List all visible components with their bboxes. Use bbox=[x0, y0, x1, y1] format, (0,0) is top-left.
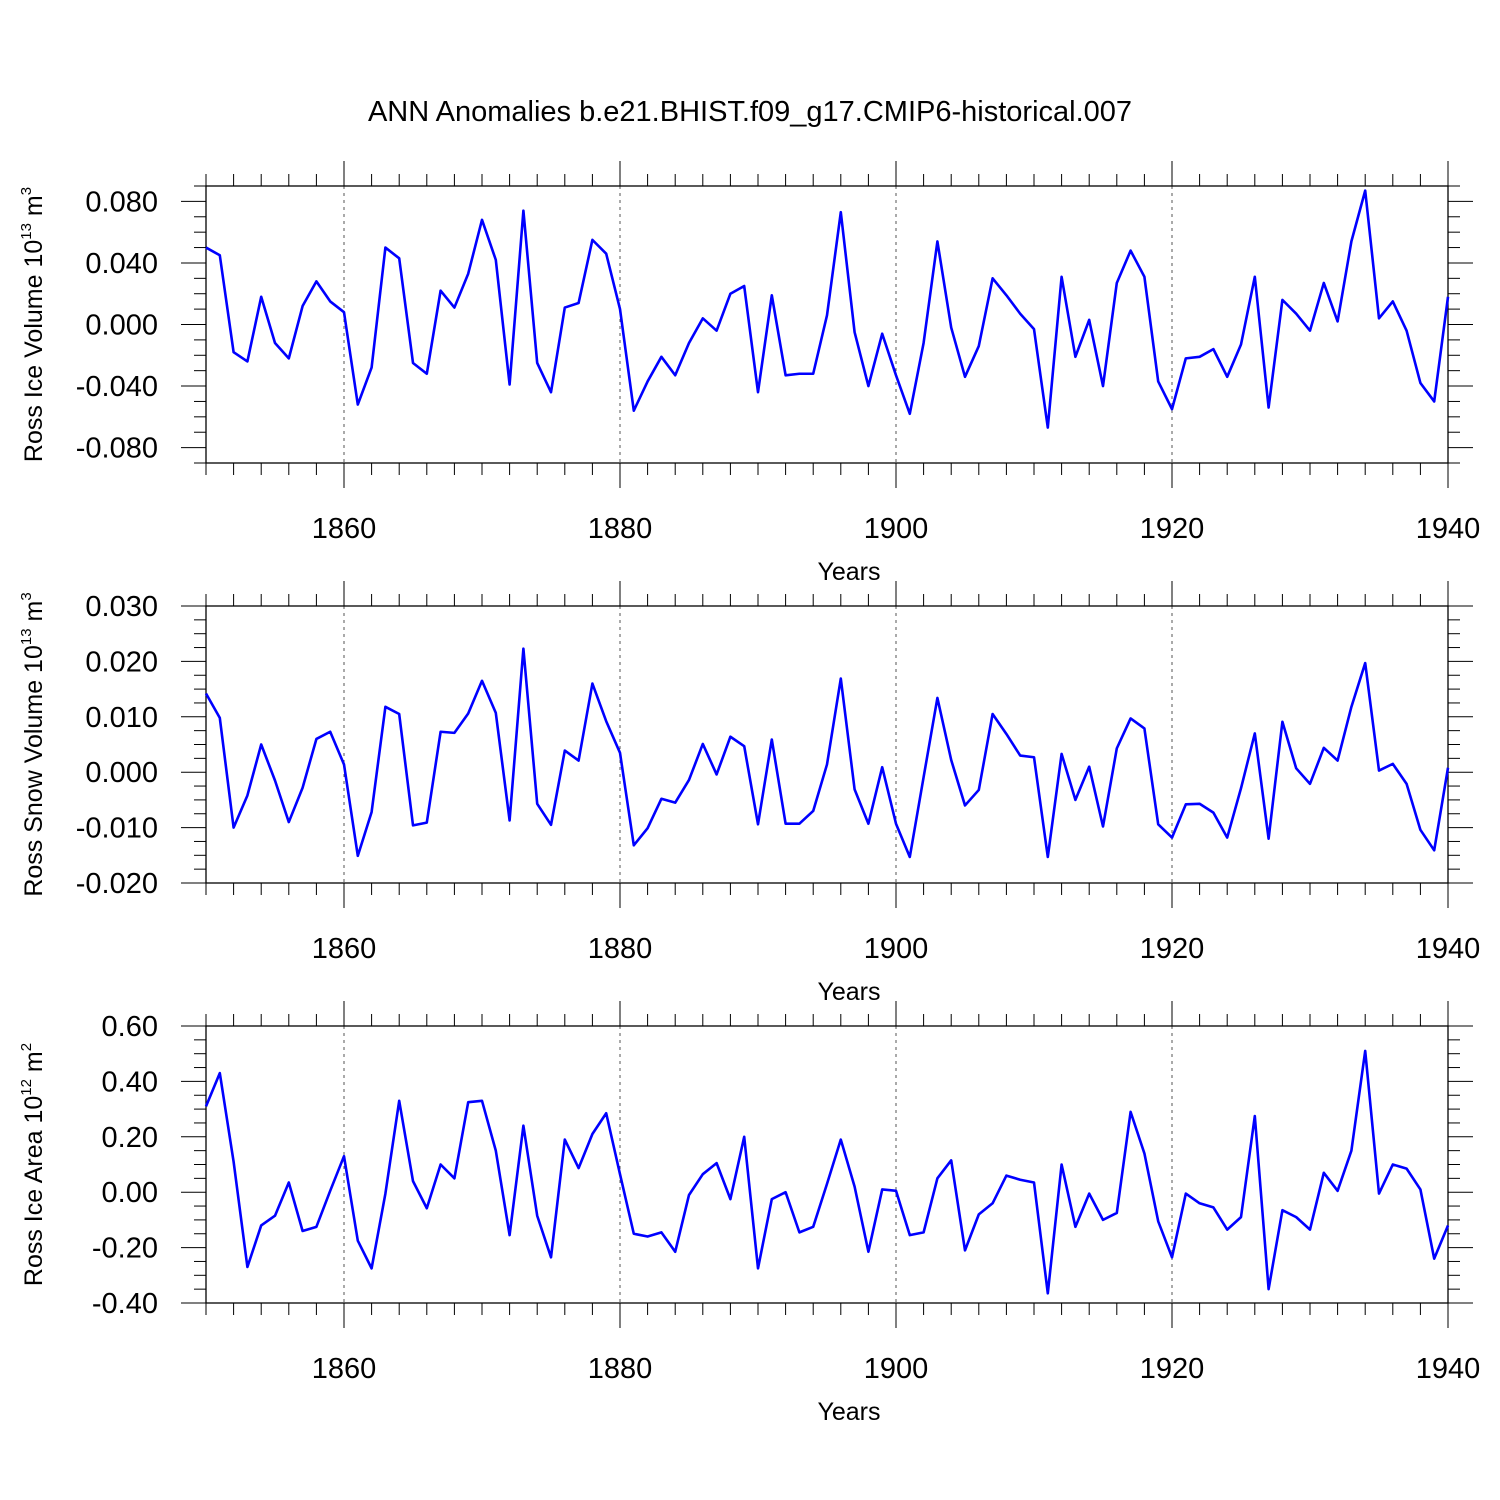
plot-frame bbox=[205, 605, 1449, 884]
y-axis-label: Ross Ice Area 1012 m2 bbox=[18, 1043, 48, 1286]
y-axis-label-unit-exponent: 3 bbox=[18, 592, 35, 600]
y-axis-label-unit-exponent: 2 bbox=[18, 1043, 35, 1051]
plot-frame bbox=[205, 185, 1449, 464]
plot-frame bbox=[205, 1025, 1449, 1304]
x-tick-label: 1940 bbox=[1416, 933, 1481, 965]
y-axis-label: Ross Snow Volume 1013 m3 bbox=[18, 592, 48, 896]
y-axis-label-unit: m bbox=[20, 1051, 48, 1079]
y-axis-label-unit: m bbox=[20, 601, 48, 629]
y-tick-label: 0.40 bbox=[102, 1066, 158, 1098]
x-tick-label: 1940 bbox=[1416, 1353, 1481, 1385]
x-tick-label: 1880 bbox=[588, 933, 653, 965]
y-axis-label: Ross Ice Volume 1013 m3 bbox=[18, 187, 48, 462]
x-tick-label: 1900 bbox=[864, 933, 929, 965]
y-tick-label: -0.40 bbox=[92, 1288, 158, 1320]
y-axis-label-unit-exponent: 3 bbox=[18, 187, 35, 195]
x-tick-label: 1860 bbox=[312, 933, 377, 965]
y-axis-label-exponent: 13 bbox=[18, 628, 35, 645]
series-line bbox=[204, 647, 1450, 859]
panel-ross-ice-volume: 1860 1880 1900 1920 1940 -0.080 -0.040 0.000 0.0… bbox=[18, 161, 1480, 586]
y-tick-label: 0.080 bbox=[85, 186, 158, 218]
x-tick-label: 1860 bbox=[312, 1353, 377, 1385]
x-tick-label: 1940 bbox=[1416, 513, 1481, 545]
x-tick-label: 1920 bbox=[1140, 513, 1205, 545]
y-tick-label: -0.20 bbox=[92, 1233, 158, 1265]
y-axis-label-text: Ross Ice Volume 10 bbox=[20, 240, 48, 462]
x-axis-label: Years bbox=[817, 1398, 880, 1426]
y-tick-label: 0.60 bbox=[102, 1011, 158, 1043]
y-tick-label: -0.040 bbox=[76, 371, 158, 403]
x-tick-label: 1920 bbox=[1140, 933, 1205, 965]
y-axis-label-exponent: 12 bbox=[18, 1079, 35, 1096]
y-tick-label: 0.000 bbox=[85, 757, 158, 789]
y-axis-label-text: Ross Ice Area 10 bbox=[20, 1096, 48, 1286]
x-tick-label: 1860 bbox=[312, 513, 377, 545]
x-axis-label: Years bbox=[817, 978, 880, 1006]
y-tick-label: 0.20 bbox=[102, 1122, 158, 1154]
x-axis-label: Years bbox=[817, 558, 880, 586]
y-tick-label: -0.020 bbox=[76, 868, 158, 900]
y-axis-label-text: Ross Snow Volume 10 bbox=[20, 645, 48, 897]
y-tick-label: 0.030 bbox=[85, 591, 158, 623]
x-tick-label: 1880 bbox=[588, 513, 653, 545]
series-line bbox=[204, 1049, 1450, 1295]
y-tick-label: -0.080 bbox=[76, 433, 158, 465]
panel-ross-ice-area: 1860 1880 1900 1920 1940 -0.40 -0.20 0.00 0.20 0.… bbox=[18, 1001, 1480, 1426]
x-tick-label: 1920 bbox=[1140, 1353, 1205, 1385]
figure-title: ANN Anomalies b.e21.BHIST.f09_g17.CMIP6-… bbox=[367, 96, 1133, 128]
y-axis-label-exponent: 13 bbox=[18, 223, 35, 240]
y-tick-label: 0.020 bbox=[85, 646, 158, 678]
x-tick-label: 1900 bbox=[864, 1353, 929, 1385]
x-tick-label: 1900 bbox=[864, 513, 929, 545]
y-axis-label-unit: m bbox=[20, 195, 48, 223]
x-tick-label: 1880 bbox=[588, 1353, 653, 1385]
y-tick-label: 0.040 bbox=[85, 248, 158, 280]
y-tick-label: 0.000 bbox=[85, 310, 158, 342]
y-tick-label: -0.010 bbox=[76, 813, 158, 845]
series-line bbox=[205, 189, 1450, 429]
y-tick-label: 0.00 bbox=[102, 1177, 158, 1209]
panel-ross-snow-volume: 1860 1880 1900 1920 1940 -0.020 -0.010 0.000 0.0… bbox=[18, 581, 1480, 1006]
y-tick-label: 0.010 bbox=[85, 702, 158, 734]
